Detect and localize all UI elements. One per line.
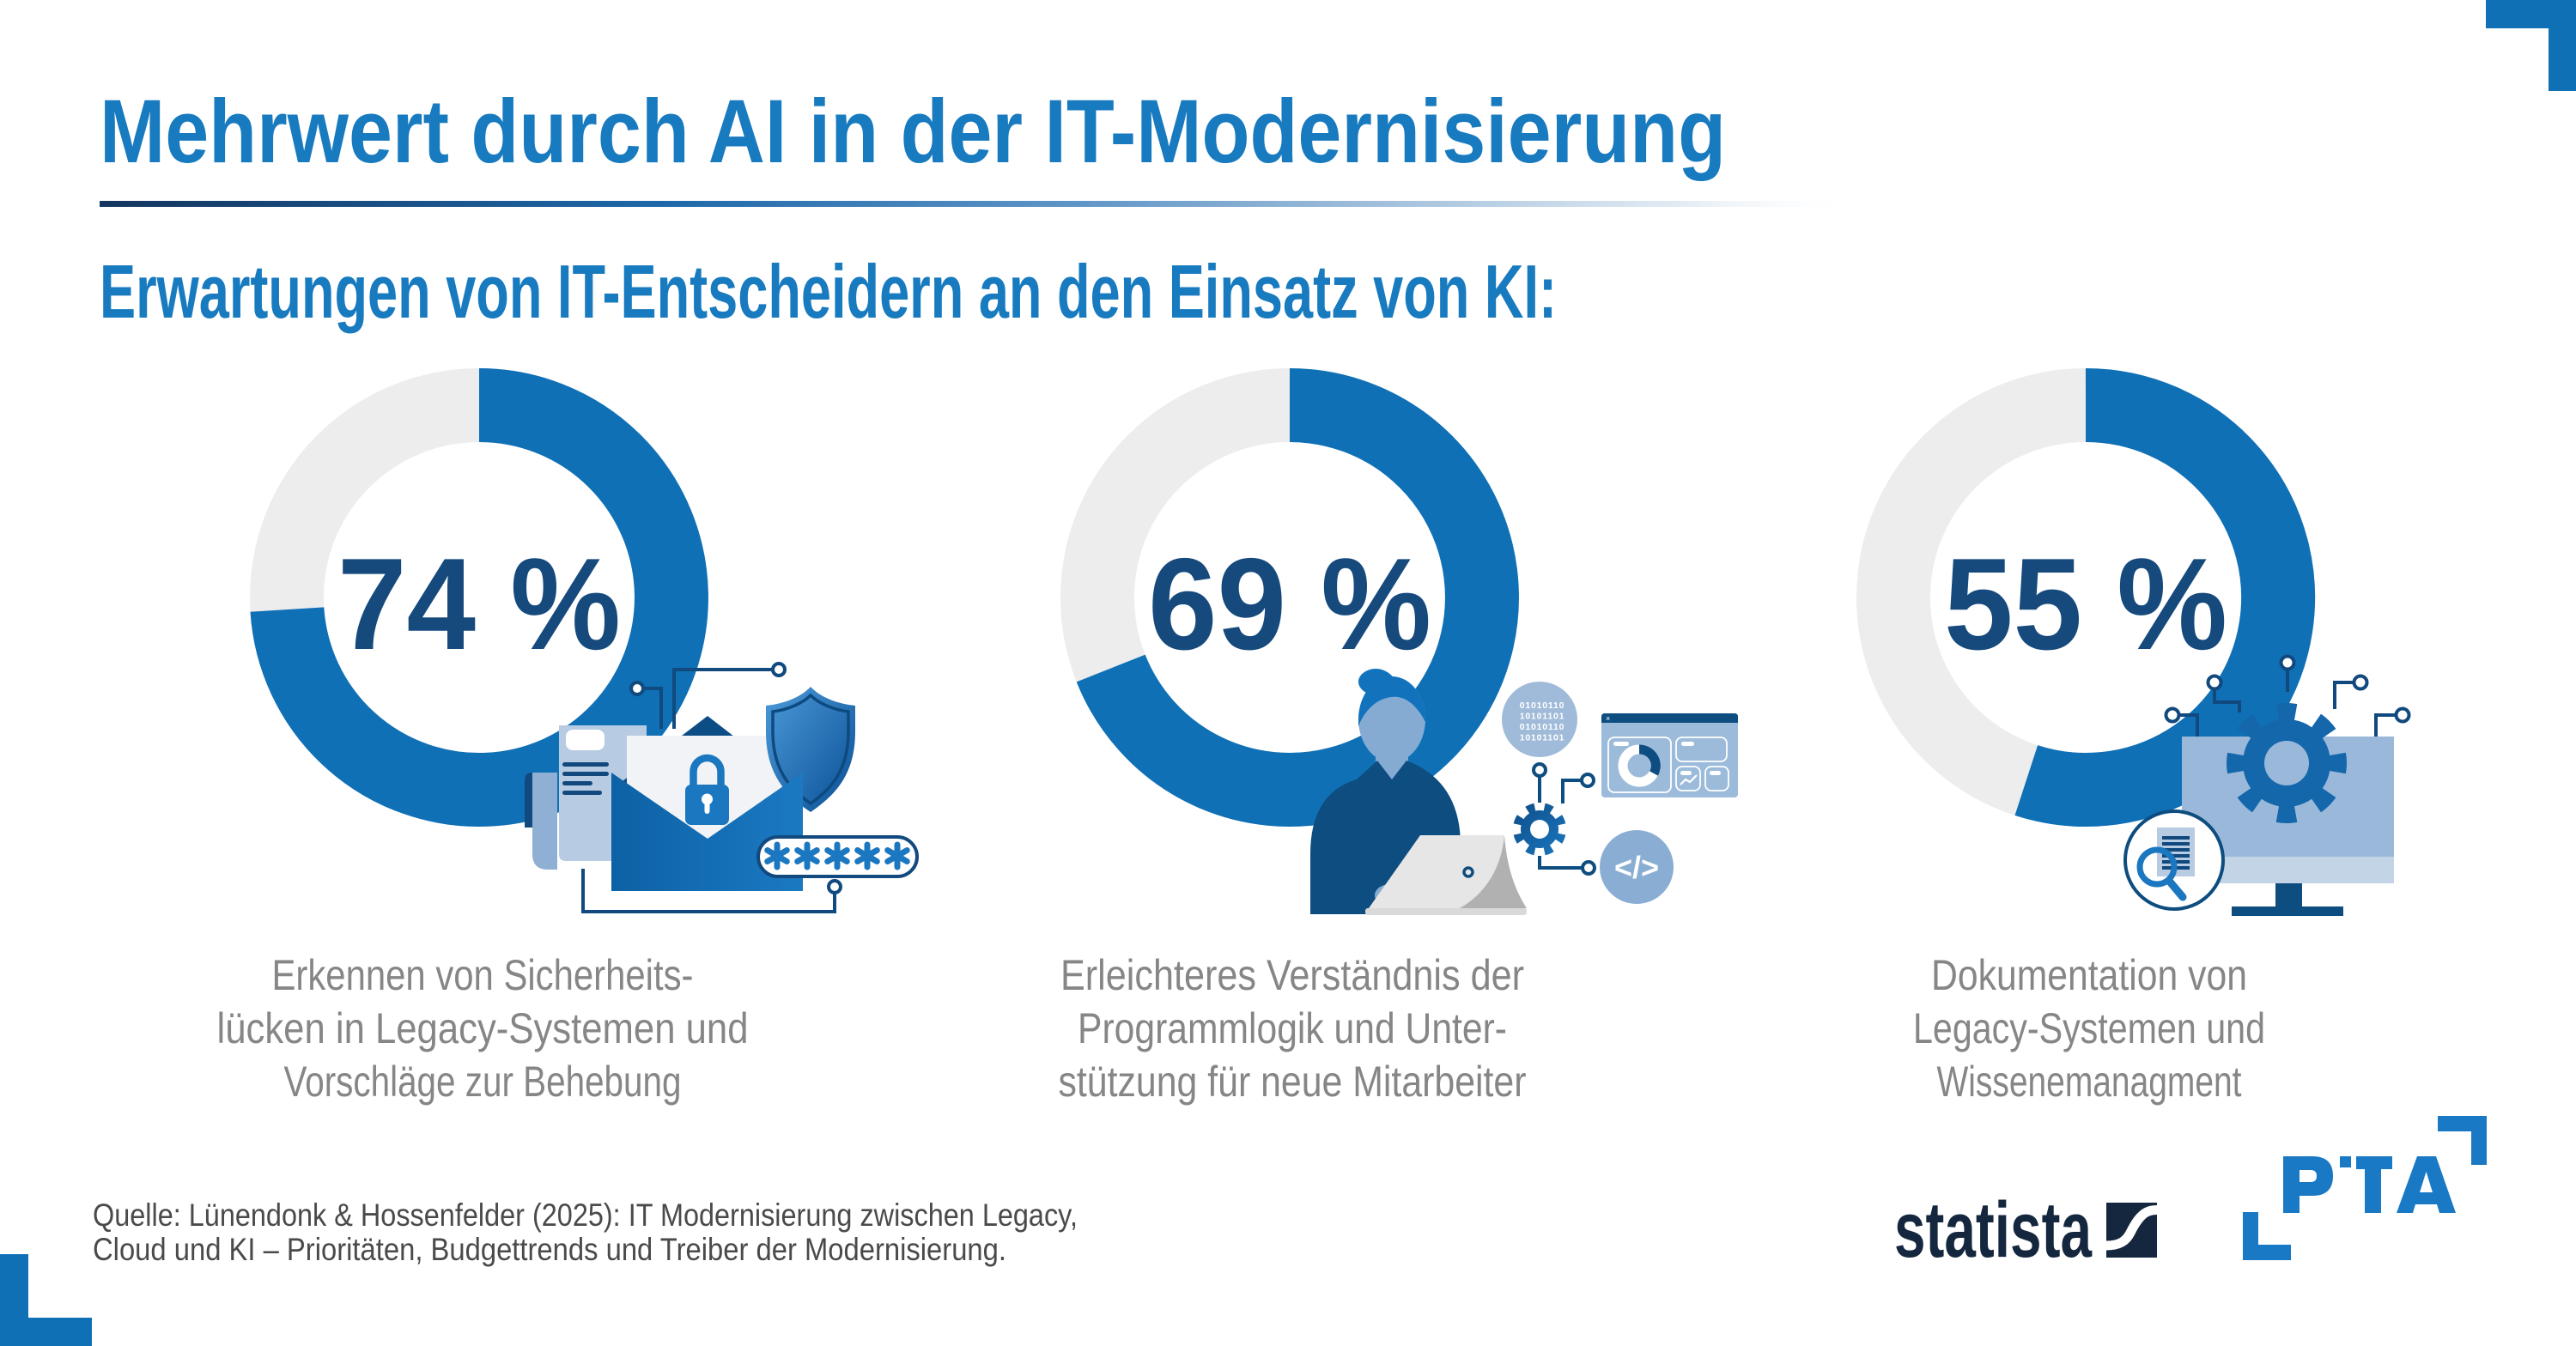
svg-text:lücken in Legacy-Systemen und: lücken in Legacy-Systemen und — [217, 1004, 749, 1052]
svg-text:55 %: 55 % — [1944, 531, 2227, 677]
svg-text:01010110: 01010110 — [1520, 722, 1565, 732]
svg-text:statista: statista — [1894, 1186, 2093, 1274]
svg-text:Programmlogik und Unter-: Programmlogik und Unter- — [1078, 1004, 1507, 1052]
svg-text:01010110: 01010110 — [1520, 700, 1565, 711]
svg-text:69 %: 69 % — [1148, 531, 1431, 677]
svg-text:×: × — [1606, 714, 1610, 723]
svg-text:Dokumentation von: Dokumentation von — [1931, 951, 2247, 999]
svg-text:Mehrwert durch AI in der IT-Mo: Mehrwert durch AI in der IT-Modernisieru… — [100, 82, 1726, 182]
svg-text:Quelle: Lünendonk & Hossenfeld: Quelle: Lünendonk & Hossenfelder (2025):… — [93, 1197, 1078, 1233]
svg-text:stützung für neue Mitarbeiter: stützung für neue Mitarbeiter — [1059, 1058, 1527, 1106]
svg-text:Cloud und KI – Prioritäten, Bu: Cloud und KI – Prioritäten, Budgettrends… — [93, 1232, 1006, 1267]
svg-text:Erwartungen von IT-Entscheider: Erwartungen von IT-Entscheidern an den E… — [100, 249, 1557, 334]
svg-text:Erkennen von Sicherheits-: Erkennen von Sicherheits- — [272, 951, 694, 999]
svg-text:74 %: 74 % — [337, 531, 621, 677]
svg-text:10101101: 10101101 — [1520, 712, 1565, 722]
svg-text:10101101: 10101101 — [1520, 733, 1565, 743]
svg-text:Erleichteres Verständnis der: Erleichteres Verständnis der — [1060, 951, 1524, 999]
svg-text:Vorschläge zur Behebung: Vorschläge zur Behebung — [284, 1058, 682, 1106]
svg-text:Wissenemanagment: Wissenemanagment — [1937, 1058, 2242, 1106]
svg-text:Legacy-Systemen und: Legacy-Systemen und — [1913, 1004, 2265, 1052]
svg-text:</>: </> — [1614, 850, 1659, 885]
